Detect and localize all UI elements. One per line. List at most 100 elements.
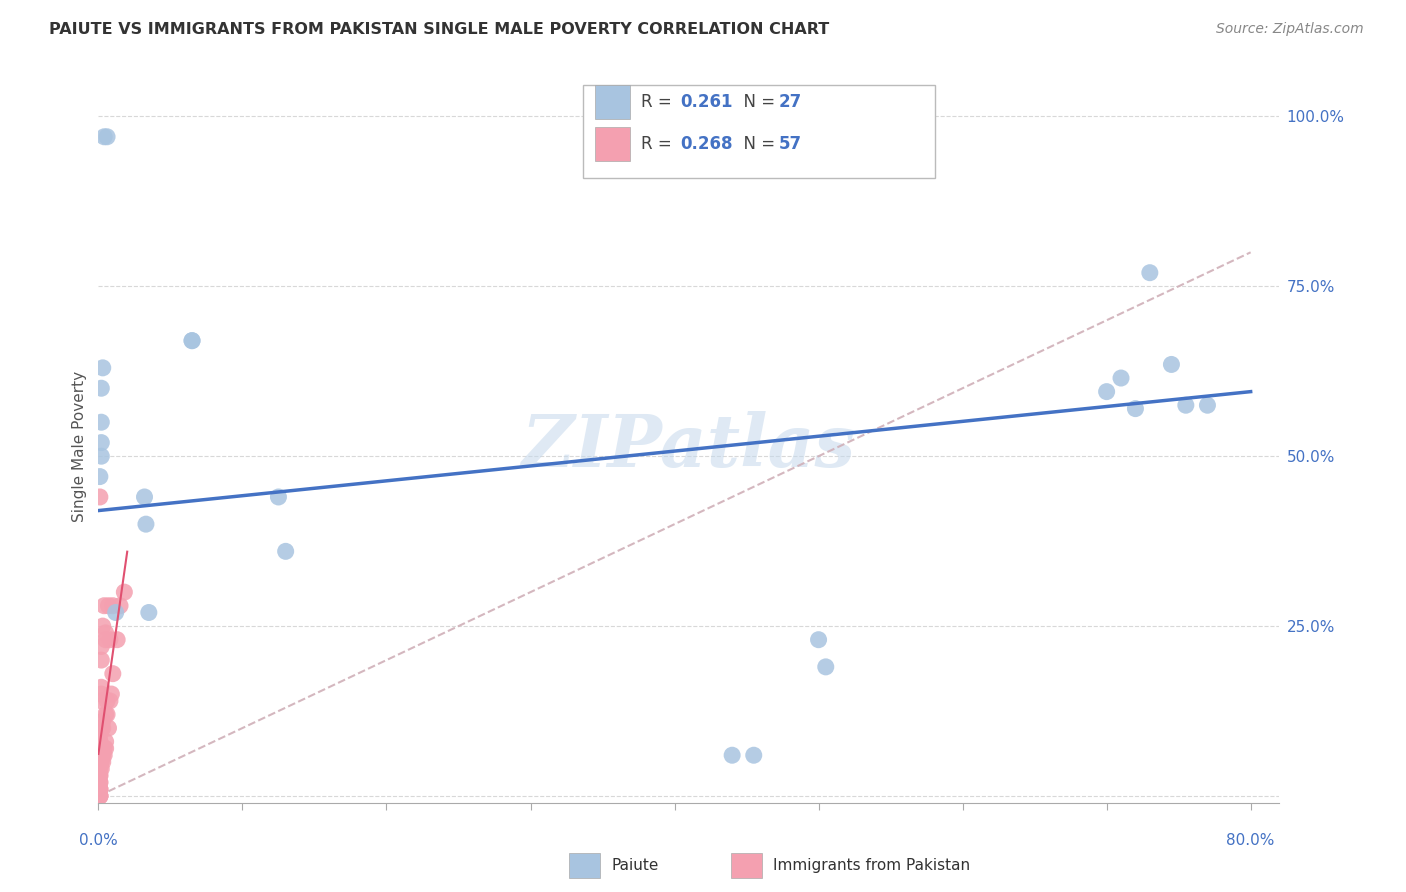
- Point: [101, 666, 124, 681]
- Point: [89, 734, 111, 748]
- Point: [1160, 358, 1182, 372]
- Point: [91, 755, 114, 769]
- Point: [90, 680, 112, 694]
- Point: [138, 606, 160, 620]
- Point: [98, 632, 121, 647]
- Point: [112, 585, 135, 599]
- Point: [89, 775, 111, 789]
- Text: PAIUTE VS IMMIGRANTS FROM PAKISTAN SINGLE MALE POVERTY CORRELATION CHART: PAIUTE VS IMMIGRANTS FROM PAKISTAN SINGL…: [49, 22, 830, 37]
- Point: [97, 599, 120, 613]
- Text: R =: R =: [641, 93, 678, 111]
- Point: [90, 449, 112, 463]
- Point: [91, 748, 114, 763]
- Point: [1139, 266, 1161, 280]
- Text: ZIPatlas: ZIPatlas: [522, 410, 856, 482]
- Text: 0.261: 0.261: [681, 93, 733, 111]
- Point: [1174, 398, 1197, 412]
- Point: [89, 490, 111, 504]
- Point: [94, 734, 117, 748]
- Point: [89, 782, 111, 797]
- Point: [91, 714, 114, 729]
- Point: [94, 741, 117, 756]
- Point: [89, 789, 111, 803]
- Point: [90, 415, 112, 429]
- Point: [93, 129, 115, 144]
- Text: Immigrants from Pakistan: Immigrants from Pakistan: [773, 858, 970, 872]
- Point: [104, 606, 127, 620]
- Point: [96, 129, 118, 144]
- Point: [181, 334, 204, 348]
- Point: [134, 490, 156, 504]
- Point: [89, 762, 111, 776]
- Point: [90, 687, 112, 701]
- Point: [89, 728, 111, 742]
- Point: [93, 748, 115, 763]
- Text: N =: N =: [733, 135, 780, 153]
- Text: R =: R =: [641, 135, 678, 153]
- Point: [96, 694, 118, 708]
- Point: [90, 653, 112, 667]
- Point: [89, 789, 111, 803]
- Point: [90, 755, 112, 769]
- Point: [814, 660, 837, 674]
- Point: [90, 694, 112, 708]
- Point: [105, 632, 128, 647]
- Text: 0.0%: 0.0%: [79, 833, 118, 848]
- Point: [93, 741, 115, 756]
- Point: [89, 734, 111, 748]
- Point: [91, 619, 114, 633]
- Text: N =: N =: [733, 93, 780, 111]
- Point: [1125, 401, 1147, 416]
- Point: [89, 741, 111, 756]
- Point: [181, 334, 204, 348]
- Text: 80.0%: 80.0%: [1226, 833, 1275, 848]
- Point: [721, 748, 744, 763]
- Text: 57: 57: [779, 135, 801, 153]
- Point: [89, 721, 111, 735]
- Point: [90, 435, 112, 450]
- Point: [98, 694, 121, 708]
- Point: [274, 544, 297, 558]
- Point: [89, 469, 111, 483]
- Point: [89, 775, 111, 789]
- Point: [1109, 371, 1132, 385]
- Point: [100, 687, 122, 701]
- Point: [89, 789, 111, 803]
- Y-axis label: Single Male Poverty: Single Male Poverty: [72, 370, 87, 522]
- Point: [89, 769, 111, 783]
- Point: [89, 782, 111, 797]
- Point: [1197, 398, 1219, 412]
- Point: [90, 721, 112, 735]
- Text: Paiute: Paiute: [612, 858, 659, 872]
- Text: 0.268: 0.268: [681, 135, 733, 153]
- Point: [135, 517, 157, 532]
- Point: [89, 741, 111, 756]
- Point: [90, 640, 112, 654]
- Point: [1095, 384, 1118, 399]
- Point: [94, 632, 117, 647]
- Point: [94, 626, 117, 640]
- Point: [89, 755, 111, 769]
- Point: [90, 762, 112, 776]
- Point: [89, 741, 111, 756]
- Point: [91, 721, 114, 735]
- Point: [89, 782, 111, 797]
- Point: [742, 748, 765, 763]
- Point: [89, 769, 111, 783]
- Point: [89, 789, 111, 803]
- Point: [267, 490, 290, 504]
- Point: [89, 748, 111, 763]
- Point: [94, 707, 117, 722]
- Point: [807, 632, 830, 647]
- Point: [90, 381, 112, 395]
- Text: Source: ZipAtlas.com: Source: ZipAtlas.com: [1216, 22, 1364, 37]
- Point: [89, 721, 111, 735]
- Point: [93, 599, 115, 613]
- Point: [101, 599, 124, 613]
- Point: [97, 721, 120, 735]
- Point: [91, 360, 114, 375]
- Point: [96, 707, 118, 722]
- Point: [89, 755, 111, 769]
- Text: 27: 27: [779, 93, 803, 111]
- Point: [108, 599, 131, 613]
